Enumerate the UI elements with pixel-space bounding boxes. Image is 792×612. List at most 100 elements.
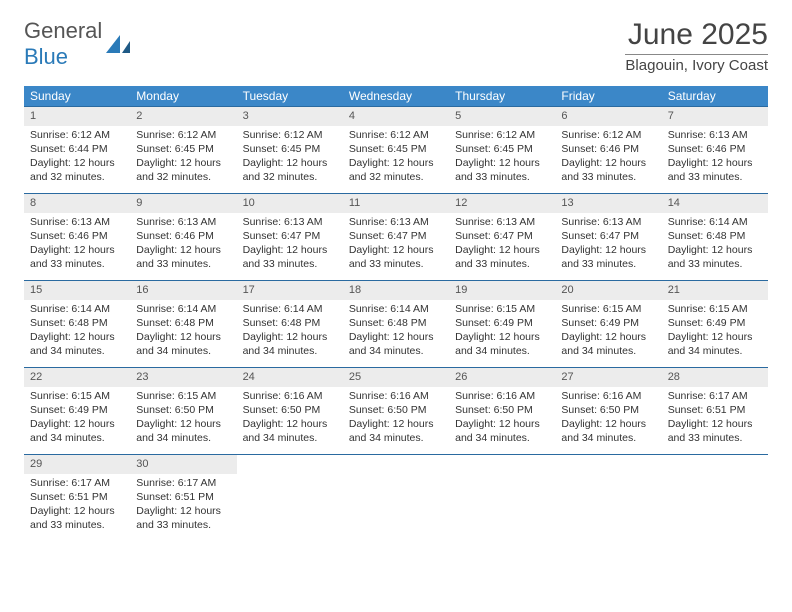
day-cell: 20Sunrise: 6:15 AMSunset: 6:49 PMDayligh… [555, 281, 661, 367]
daylight-line: Daylight: 12 hours and 33 minutes. [136, 504, 230, 532]
sunset-line: Sunset: 6:48 PM [668, 229, 762, 243]
day-body: Sunrise: 6:12 AMSunset: 6:45 PMDaylight:… [237, 126, 343, 189]
day-number: 28 [662, 368, 768, 387]
day-number: 20 [555, 281, 661, 300]
daylight-line: Daylight: 12 hours and 33 minutes. [349, 243, 443, 271]
sunrise-line: Sunrise: 6:15 AM [30, 389, 124, 403]
sunset-line: Sunset: 6:46 PM [561, 142, 655, 156]
day-body: Sunrise: 6:17 AMSunset: 6:51 PMDaylight:… [130, 474, 236, 537]
day-cell: 29Sunrise: 6:17 AMSunset: 6:51 PMDayligh… [24, 455, 130, 541]
day-cell: 26Sunrise: 6:16 AMSunset: 6:50 PMDayligh… [449, 368, 555, 454]
day-cell: 28Sunrise: 6:17 AMSunset: 6:51 PMDayligh… [662, 368, 768, 454]
day-body: Sunrise: 6:16 AMSunset: 6:50 PMDaylight:… [237, 387, 343, 450]
weekday-header: Wednesday [343, 86, 449, 106]
day-cell: 25Sunrise: 6:16 AMSunset: 6:50 PMDayligh… [343, 368, 449, 454]
day-cell: 9Sunrise: 6:13 AMSunset: 6:46 PMDaylight… [130, 194, 236, 280]
daylight-line: Daylight: 12 hours and 34 minutes. [455, 330, 549, 358]
sunset-line: Sunset: 6:45 PM [243, 142, 337, 156]
day-body: Sunrise: 6:15 AMSunset: 6:49 PMDaylight:… [24, 387, 130, 450]
daylight-line: Daylight: 12 hours and 33 minutes. [455, 243, 549, 271]
day-number: 18 [343, 281, 449, 300]
sunrise-line: Sunrise: 6:13 AM [455, 215, 549, 229]
sunrise-line: Sunrise: 6:13 AM [561, 215, 655, 229]
sunrise-line: Sunrise: 6:13 AM [30, 215, 124, 229]
weekday-header: Sunday [24, 86, 130, 106]
weekday-header: Monday [130, 86, 236, 106]
daylight-line: Daylight: 12 hours and 34 minutes. [349, 330, 443, 358]
day-number: 30 [130, 455, 236, 474]
daylight-line: Daylight: 12 hours and 34 minutes. [243, 417, 337, 445]
day-body: Sunrise: 6:17 AMSunset: 6:51 PMDaylight:… [662, 387, 768, 450]
day-cell: 2Sunrise: 6:12 AMSunset: 6:45 PMDaylight… [130, 107, 236, 193]
day-number: 23 [130, 368, 236, 387]
sunset-line: Sunset: 6:50 PM [136, 403, 230, 417]
day-body: Sunrise: 6:15 AMSunset: 6:49 PMDaylight:… [662, 300, 768, 363]
daylight-line: Daylight: 12 hours and 33 minutes. [30, 504, 124, 532]
empty-cell [662, 455, 768, 541]
sunrise-line: Sunrise: 6:15 AM [668, 302, 762, 316]
sunset-line: Sunset: 6:48 PM [30, 316, 124, 330]
day-cell: 10Sunrise: 6:13 AMSunset: 6:47 PMDayligh… [237, 194, 343, 280]
day-body: Sunrise: 6:16 AMSunset: 6:50 PMDaylight:… [343, 387, 449, 450]
daylight-line: Daylight: 12 hours and 34 minutes. [136, 417, 230, 445]
day-cell: 4Sunrise: 6:12 AMSunset: 6:45 PMDaylight… [343, 107, 449, 193]
sunrise-line: Sunrise: 6:15 AM [561, 302, 655, 316]
sunset-line: Sunset: 6:47 PM [561, 229, 655, 243]
sunrise-line: Sunrise: 6:13 AM [668, 128, 762, 142]
weekday-header: Saturday [662, 86, 768, 106]
daylight-line: Daylight: 12 hours and 34 minutes. [668, 330, 762, 358]
logo: General Blue [24, 18, 134, 70]
sunrise-line: Sunrise: 6:14 AM [668, 215, 762, 229]
daylight-line: Daylight: 12 hours and 34 minutes. [30, 417, 124, 445]
daylight-line: Daylight: 12 hours and 34 minutes. [30, 330, 124, 358]
sunset-line: Sunset: 6:48 PM [349, 316, 443, 330]
day-cell: 30Sunrise: 6:17 AMSunset: 6:51 PMDayligh… [130, 455, 236, 541]
day-number: 9 [130, 194, 236, 213]
logo-word1: General [24, 18, 102, 43]
sunset-line: Sunset: 6:47 PM [243, 229, 337, 243]
day-cell: 19Sunrise: 6:15 AMSunset: 6:49 PMDayligh… [449, 281, 555, 367]
day-cell: 23Sunrise: 6:15 AMSunset: 6:50 PMDayligh… [130, 368, 236, 454]
day-number: 12 [449, 194, 555, 213]
daylight-line: Daylight: 12 hours and 33 minutes. [668, 243, 762, 271]
day-number: 3 [237, 107, 343, 126]
daylight-line: Daylight: 12 hours and 34 minutes. [561, 330, 655, 358]
page-header: General Blue June 2025 Blagouin, Ivory C… [24, 18, 768, 74]
sunrise-line: Sunrise: 6:16 AM [561, 389, 655, 403]
sunset-line: Sunset: 6:46 PM [30, 229, 124, 243]
daylight-line: Daylight: 12 hours and 32 minutes. [30, 156, 124, 184]
day-body: Sunrise: 6:13 AMSunset: 6:46 PMDaylight:… [662, 126, 768, 189]
sunset-line: Sunset: 6:51 PM [30, 490, 124, 504]
day-number: 24 [237, 368, 343, 387]
daylight-line: Daylight: 12 hours and 33 minutes. [561, 243, 655, 271]
daylight-line: Daylight: 12 hours and 34 minutes. [243, 330, 337, 358]
day-number: 25 [343, 368, 449, 387]
daylight-line: Daylight: 12 hours and 32 minutes. [243, 156, 337, 184]
sunset-line: Sunset: 6:51 PM [136, 490, 230, 504]
daylight-line: Daylight: 12 hours and 32 minutes. [136, 156, 230, 184]
sunset-line: Sunset: 6:50 PM [561, 403, 655, 417]
daylight-line: Daylight: 12 hours and 33 minutes. [668, 417, 762, 445]
sunset-line: Sunset: 6:50 PM [455, 403, 549, 417]
day-cell: 24Sunrise: 6:16 AMSunset: 6:50 PMDayligh… [237, 368, 343, 454]
sunrise-line: Sunrise: 6:17 AM [30, 476, 124, 490]
week-row: 15Sunrise: 6:14 AMSunset: 6:48 PMDayligh… [24, 280, 768, 367]
sunset-line: Sunset: 6:50 PM [243, 403, 337, 417]
daylight-line: Daylight: 12 hours and 33 minutes. [30, 243, 124, 271]
day-number: 11 [343, 194, 449, 213]
day-number: 13 [555, 194, 661, 213]
day-cell: 22Sunrise: 6:15 AMSunset: 6:49 PMDayligh… [24, 368, 130, 454]
day-number: 15 [24, 281, 130, 300]
daylight-line: Daylight: 12 hours and 32 minutes. [349, 156, 443, 184]
location-label: Blagouin, Ivory Coast [625, 54, 768, 74]
day-cell: 16Sunrise: 6:14 AMSunset: 6:48 PMDayligh… [130, 281, 236, 367]
day-number: 2 [130, 107, 236, 126]
sunset-line: Sunset: 6:45 PM [455, 142, 549, 156]
sunrise-line: Sunrise: 6:13 AM [243, 215, 337, 229]
day-cell: 6Sunrise: 6:12 AMSunset: 6:46 PMDaylight… [555, 107, 661, 193]
sunrise-line: Sunrise: 6:16 AM [243, 389, 337, 403]
sunrise-line: Sunrise: 6:16 AM [349, 389, 443, 403]
sunrise-line: Sunrise: 6:17 AM [668, 389, 762, 403]
day-body: Sunrise: 6:14 AMSunset: 6:48 PMDaylight:… [24, 300, 130, 363]
day-cell: 8Sunrise: 6:13 AMSunset: 6:46 PMDaylight… [24, 194, 130, 280]
